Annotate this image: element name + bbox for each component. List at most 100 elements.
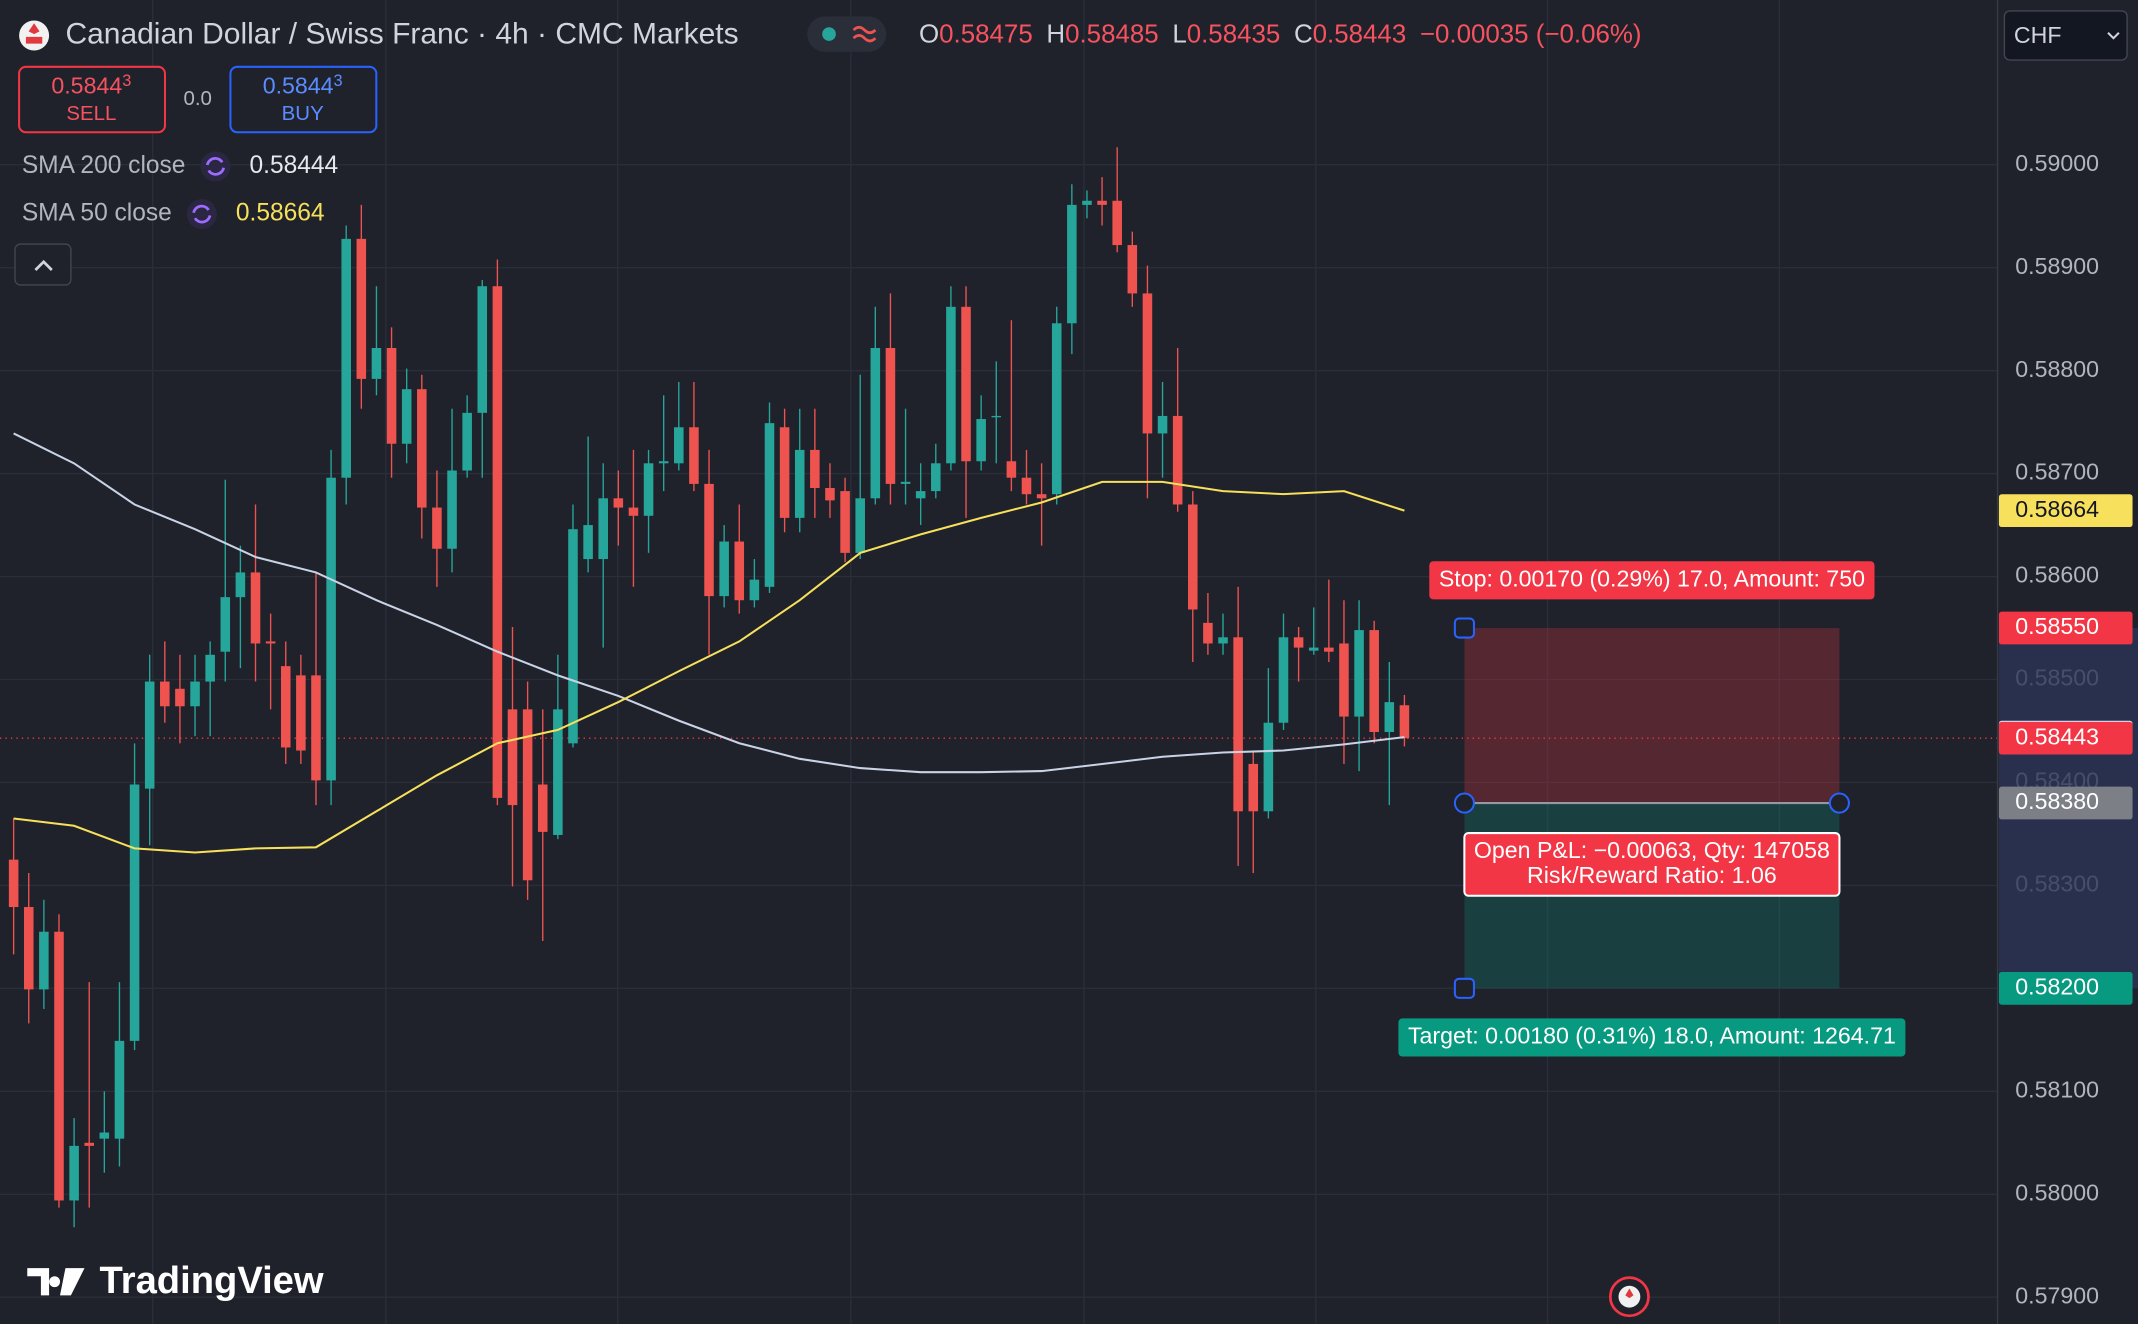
currency-select[interactable] [2003,10,2128,61]
candle-body [265,641,276,644]
ohlc-letter: H [1046,20,1065,48]
candle-body [1369,630,1379,733]
y-tick-label: 0.58100 [2015,1076,2099,1102]
ohlc-value: 0.58435 [1187,20,1281,48]
position-handle [1453,617,1475,639]
candle-body [613,498,624,508]
symbol-flag [25,23,43,44]
candle-body [235,572,246,598]
candle-body [1036,494,1047,499]
candle-body [1354,630,1364,717]
candle-body [689,427,699,484]
collapse-icon [34,259,53,271]
ohlc-value: 0.58485 [1065,20,1159,48]
candle-body [825,488,835,501]
candle-body [1097,200,1107,205]
stop-zone [1464,628,1840,804]
candle-body [114,1040,125,1139]
candle-body [931,463,941,492]
position-handle [1453,792,1475,814]
candle-body [1218,637,1228,644]
y-tick-label: 0.58600 [2015,562,2099,588]
candle-body [794,449,805,518]
candle-body [220,597,231,652]
price-label-box [1998,971,2133,1005]
plot: Stop: 0.00170 (0.29%) 17.0, Amount: 750 T… [0,147,1998,1228]
buy-button[interactable] [229,65,378,134]
position-handle [1453,977,1475,999]
candle-body [1006,461,1017,478]
pnl-label-text: Open P&L: −0.00063, Qty: 147058 [1474,837,1830,863]
candle-body [69,1145,79,1201]
title: Canadian Dollar / Swiss Franc · 4h · CMC… [65,17,738,50]
candle-body [1127,245,1138,294]
stop-label: Stop: 0.00170 (0.29%) 17.0, Amount: 750 [1429,561,1875,600]
candle-body [1188,504,1198,610]
price-label: 0.58380 [2015,788,2099,814]
candle-body [311,675,321,781]
candle-body [190,681,200,707]
sell-button[interactable] [18,65,167,134]
candle-body [522,709,533,881]
pnl-label-text: Risk/Reward Ratio: 1.06 [1527,862,1777,888]
price-label: 0.58200 [2015,973,2099,999]
brand: TradingView [100,1259,324,1302]
candle-body [870,347,881,499]
candle-body [432,507,442,549]
legend-icon [192,204,212,224]
candle-body [598,498,608,560]
price-label: 0.58443 [2015,723,2099,749]
candle-body [1051,323,1062,495]
candle-body [54,931,64,1201]
candle-body [628,507,639,516]
candle-body [1339,643,1349,717]
collapse-button[interactable] [14,243,72,286]
candle-body [961,306,971,462]
spread: 0.0 [183,87,211,110]
target-label: Target: 0.00180 (0.31%) 18.0, Amount: 12… [1398,1018,1906,1057]
candle-body [1112,200,1122,246]
brand-logo [27,1268,85,1296]
sell-pip: 3 [122,72,131,90]
ohlc-letter: O [919,20,939,48]
candle-body [1324,647,1334,652]
pnl-label: Open P&L: −0.00063, Qty: 147058Risk/Rewa… [1463,832,1841,897]
candle-body [280,666,291,748]
legend-name: SMA 50 close [22,200,172,227]
candle-body [1172,415,1183,505]
price-label: 0.58664 [2015,496,2099,522]
legend-icon-bg [200,151,231,182]
candle-body [371,347,382,379]
y-tick-label: 0.58700 [2015,459,2099,485]
candle-body [8,859,19,908]
candle-body [900,481,911,484]
status-wave [852,25,877,43]
candle-body [991,415,1002,418]
currency: CHF [2014,22,2062,48]
ohlc: O0.58475 H0.58485 L0.58435 C0.58443 −0.00035… [919,20,1642,48]
candle-body [1082,200,1092,205]
ohlc-letter: L [1172,20,1186,48]
candle-body [23,907,34,990]
candle-body [477,286,488,413]
candle-body [553,709,563,835]
position-handle [1828,792,1850,814]
event-leaf [1625,1288,1634,1299]
candle-body [341,238,351,478]
change: −0.00035 (−0.06%) [1420,20,1642,48]
candle-body [810,449,820,489]
candle-body [976,419,986,462]
buy-label: BUY [282,102,324,125]
price-label-box [1998,611,2133,645]
candle-body [326,477,336,781]
candle-body [417,389,427,508]
candle-body [658,461,669,464]
candle-body [643,463,654,516]
ohlc-letter: C [1294,20,1313,48]
candle-body [296,675,306,751]
pnl-label-box [1463,832,1841,897]
candle-body [492,286,503,798]
candle-body [946,306,956,464]
legend-value: 0.58444 [250,152,339,179]
candle-body [537,784,548,832]
